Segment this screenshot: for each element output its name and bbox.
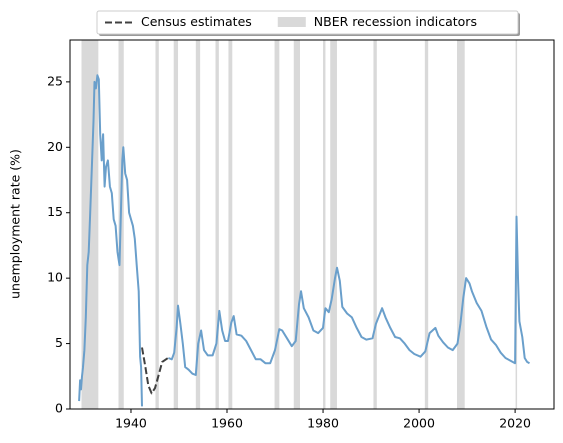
y-tick-label: 10 — [47, 270, 63, 285]
legend-box — [96, 10, 519, 35]
recession-band — [373, 40, 377, 409]
recession-band — [323, 40, 326, 409]
y-tick-label: 15 — [47, 204, 63, 219]
recession-band — [215, 40, 219, 409]
series-line — [141, 347, 169, 395]
y-tick-label: 25 — [47, 73, 63, 88]
recession-band — [330, 40, 337, 409]
y-tick-label: 0 — [55, 401, 63, 416]
x-tick-label: 1960 — [211, 416, 243, 431]
recession-band — [293, 40, 300, 409]
x-tick-label: 1940 — [115, 416, 147, 431]
recession-band — [228, 40, 233, 409]
x-tick-label: 2000 — [403, 416, 435, 431]
legend-label: Census estimates — [141, 14, 252, 29]
series-line — [78, 74, 530, 407]
x-tick-label: 1980 — [307, 416, 339, 431]
recession-band — [173, 40, 179, 409]
y-tick-label: 5 — [55, 335, 63, 350]
recession-band — [274, 40, 280, 409]
x-tick-label: 2020 — [499, 416, 531, 431]
recession-band — [155, 40, 159, 409]
legend-label: NBER recession indicators — [314, 14, 477, 29]
legend-swatch — [277, 17, 306, 27]
recession-band — [195, 40, 201, 409]
y-tick-label: 20 — [47, 139, 63, 154]
plot-frame — [69, 39, 555, 410]
recession-band — [424, 40, 429, 409]
recession-band — [457, 40, 465, 409]
y-axis-label: unemployment rate (%) — [8, 149, 23, 299]
